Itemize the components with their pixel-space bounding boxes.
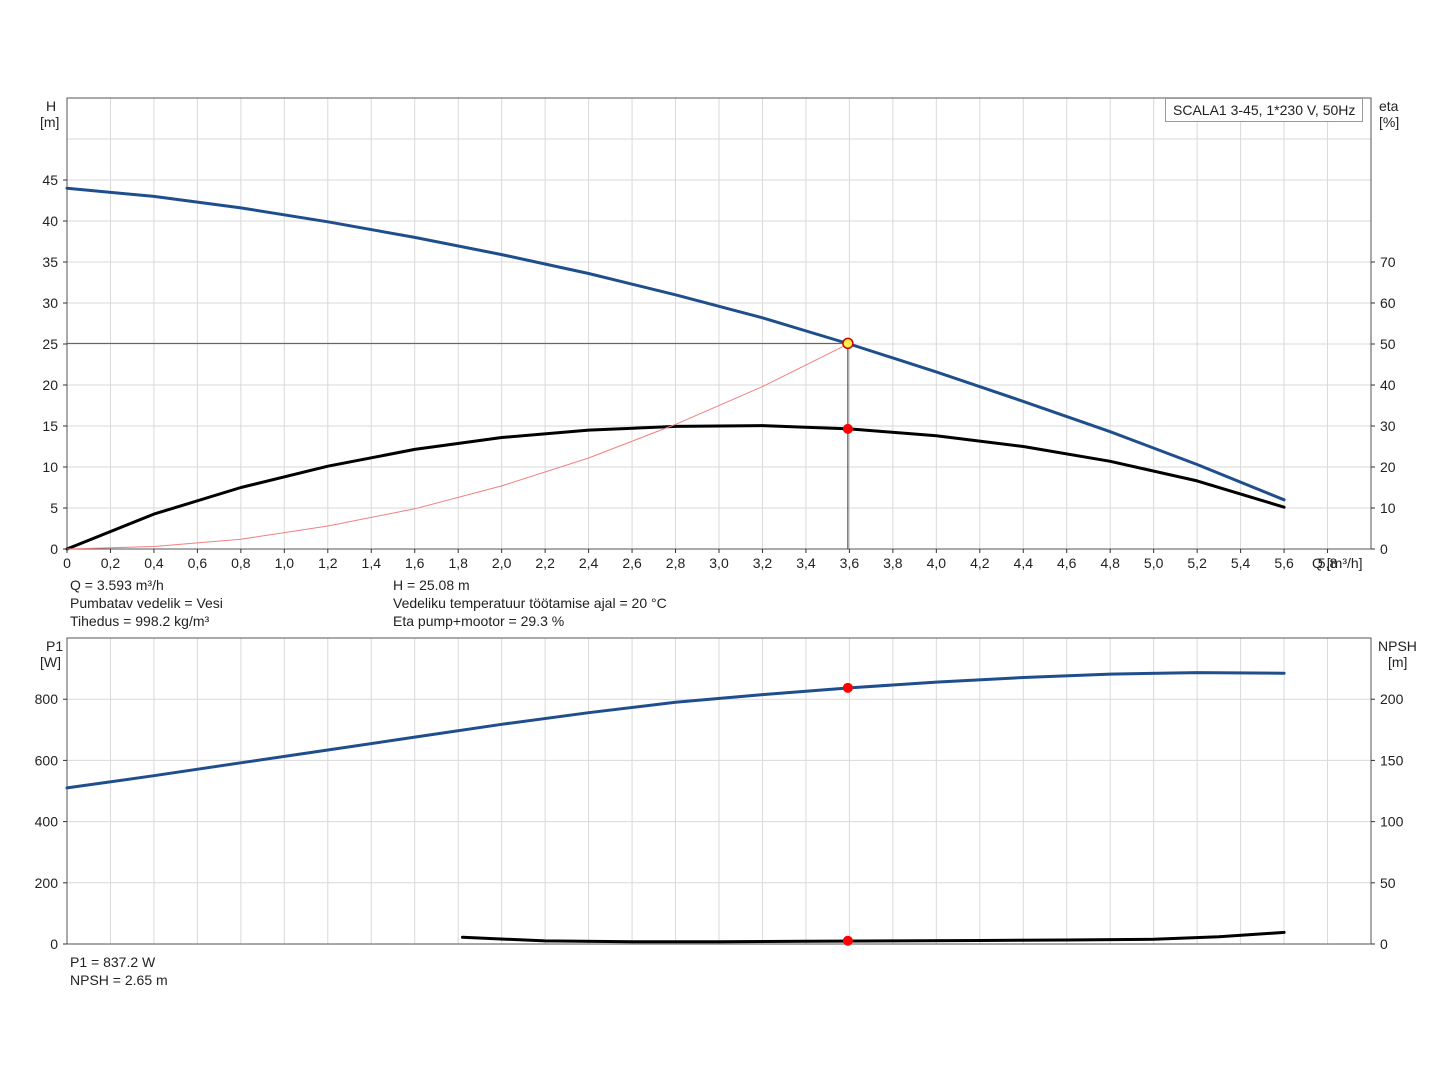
y-left-tick-label: 30	[42, 295, 58, 311]
y-left-tick-label: 20	[42, 377, 58, 393]
y-right-tick-label: 0	[1380, 541, 1388, 557]
y-left-tick-label: 45	[42, 172, 58, 188]
y-right-axis-title: NPSH	[1378, 638, 1417, 654]
y-right-tick-label: 50	[1380, 875, 1396, 891]
y-left-tick-label: 400	[35, 814, 59, 830]
series-line-0	[65, 186, 1286, 502]
x-tick-label: 5,6	[1274, 555, 1294, 571]
x-tick-label: 5,2	[1187, 555, 1207, 571]
y-left-axis-title: P1	[46, 638, 63, 654]
x-tick-label: 2,8	[666, 555, 686, 571]
x-tick-label: 5,8	[1318, 555, 1338, 571]
y-left-tick-label: 35	[42, 254, 58, 270]
info-npsh: NPSH = 2.65 m	[70, 972, 168, 988]
y-left-axis-unit: [W]	[40, 654, 61, 670]
x-tick-label: 0,6	[188, 555, 208, 571]
x-tick-label: 4,2	[970, 555, 990, 571]
panel-1	[63, 637, 1375, 945]
x-tick-label: 0,2	[101, 555, 121, 571]
op-npsh-marker	[842, 935, 853, 946]
y-right-axis-title: eta	[1379, 98, 1399, 114]
x-tick-label: 1,6	[405, 555, 425, 571]
y-right-tick-label: 10	[1380, 500, 1396, 516]
x-tick-label: 3,0	[709, 555, 729, 571]
x-tick-label: 4,6	[1057, 555, 1077, 571]
y-right-axis-unit: [m]	[1388, 654, 1407, 670]
plot-frame	[66, 637, 1372, 945]
panel-0	[63, 97, 1375, 551]
op-head-marker	[842, 337, 854, 350]
info-flow: Q = 3.593 m³/h	[70, 577, 164, 593]
op-eta-marker	[842, 423, 853, 434]
y-right-tick-label: 150	[1380, 752, 1404, 768]
y-left-tick-label: 600	[35, 752, 59, 768]
y-left-tick-label: 10	[42, 459, 58, 475]
y-left-tick-label: 25	[42, 336, 58, 352]
y-left-tick-label: 200	[35, 875, 59, 891]
y-left-tick-label: 0	[50, 936, 58, 952]
y-right-tick-label: 200	[1380, 691, 1404, 707]
info-power: P1 = 837.2 W	[70, 954, 156, 970]
y-right-tick-label: 40	[1380, 377, 1396, 393]
x-tick-label: 0,8	[231, 555, 251, 571]
y-left-axis-unit: [m]	[40, 114, 59, 130]
y-left-tick-label: 5	[50, 500, 58, 516]
y-left-tick-label: 40	[42, 213, 58, 229]
x-tick-label: 2,2	[535, 555, 555, 571]
x-tick-label: 4,8	[1100, 555, 1120, 571]
info-efficiency: Eta pump+mootor = 29.3 %	[393, 613, 565, 629]
series-line-1	[461, 930, 1286, 944]
x-tick-label: 4,0	[927, 555, 947, 571]
x-axis-title: Q [m³/h]	[1312, 555, 1363, 571]
x-tick-label: 1,4	[362, 555, 382, 571]
x-tick-label: 1,2	[318, 555, 338, 571]
y-right-tick-label: 30	[1380, 418, 1396, 434]
x-tick-label: 5,4	[1231, 555, 1251, 571]
x-tick-label: 3,6	[840, 555, 860, 571]
series-line-0	[65, 671, 1286, 790]
y-right-tick-label: 0	[1380, 936, 1388, 952]
x-tick-label: 0	[63, 555, 71, 571]
x-tick-label: 1,8	[448, 555, 468, 571]
info-density: Tihedus = 998.2 kg/m³	[70, 613, 210, 629]
x-tick-label: 4,4	[1014, 555, 1034, 571]
series-line-1	[65, 424, 1286, 551]
op-power-marker	[842, 682, 853, 693]
x-tick-label: 3,4	[796, 555, 816, 571]
y-right-tick-label: 60	[1380, 295, 1396, 311]
series-line-2	[66, 342, 850, 550]
x-tick-label: 2,4	[579, 555, 599, 571]
x-tick-label: 5,0	[1144, 555, 1164, 571]
y-left-tick-label: 15	[42, 418, 58, 434]
x-tick-label: 0,4	[144, 555, 164, 571]
info-medium: Pumbatav vedelik = Vesi	[70, 595, 223, 611]
x-tick-label: 2,6	[622, 555, 642, 571]
info-temperature: Vedeliku temperatuur töötamise ajal = 20…	[393, 595, 667, 611]
y-right-tick-label: 70	[1380, 254, 1396, 270]
y-right-tick-label: 50	[1380, 336, 1396, 352]
y-left-tick-label: 0	[50, 541, 58, 557]
y-right-tick-label: 100	[1380, 814, 1404, 830]
x-tick-label: 3,2	[753, 555, 773, 571]
x-tick-label: 3,8	[883, 555, 903, 571]
chart-title-legend: SCALA1 3-45, 1*230 V, 50Hz	[1165, 98, 1364, 122]
y-right-axis-unit: [%]	[1379, 114, 1399, 130]
y-left-axis-title: H	[46, 98, 56, 114]
y-right-tick-label: 20	[1380, 459, 1396, 475]
x-tick-label: 2,0	[492, 555, 512, 571]
y-left-tick-label: 800	[35, 691, 59, 707]
info-head: H = 25.08 m	[393, 577, 470, 593]
x-tick-label: 1,0	[275, 555, 295, 571]
